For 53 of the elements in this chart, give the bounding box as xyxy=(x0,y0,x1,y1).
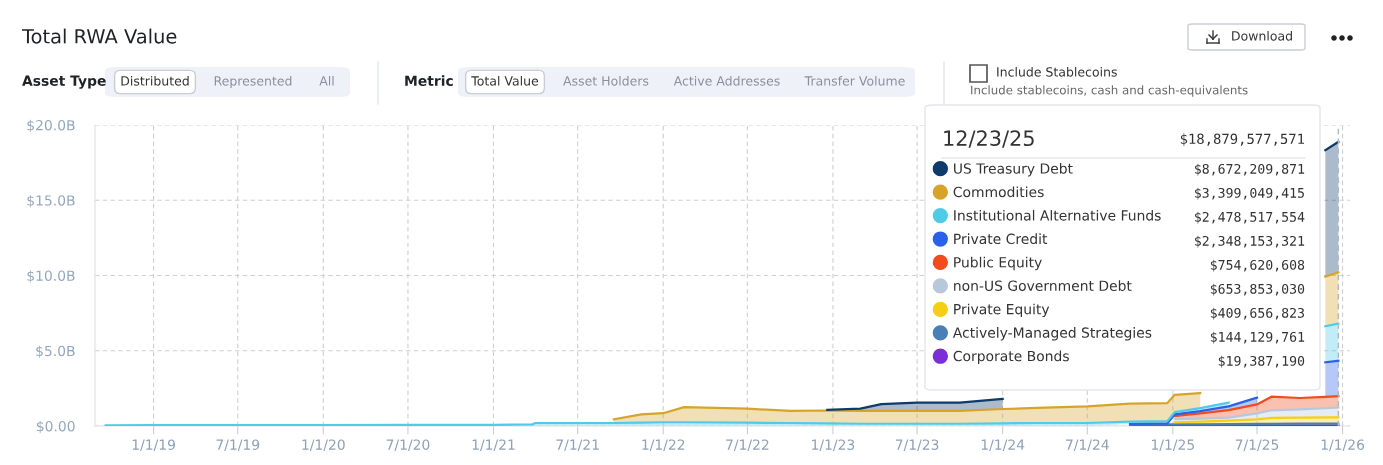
text: Distributed xyxy=(121,75,189,86)
x-tick-label: 7/1/25 xyxy=(1235,439,1279,452)
legend-label: non-US Government Debt xyxy=(954,280,1132,291)
x-tick-label: 1/1/19 xyxy=(132,439,175,452)
legend-label: US Treasury Debt xyxy=(954,163,1073,177)
legend-label: Institutional Alternative Funds xyxy=(954,209,1161,221)
x-tick-label: 1/1/22 xyxy=(642,439,685,452)
chart-title: Total RWA Value xyxy=(21,28,177,44)
text: Total Value xyxy=(471,75,539,86)
x-tick-label: 7/1/20 xyxy=(386,439,430,452)
x-tick-label: 7/1/22 xyxy=(726,439,769,452)
x-tick-label: 7/1/24 xyxy=(1066,439,1109,452)
text: Include Stablecoins xyxy=(997,66,1117,77)
text: Active Addresses xyxy=(673,75,780,86)
annotation: $653,853,030 xyxy=(1210,283,1305,296)
text: Include stablecoins, cash and cash-equivalents xyxy=(971,85,1248,97)
annotation: $18,879,577,571 xyxy=(1180,133,1305,146)
y-tick-label: $5.0B xyxy=(36,345,75,359)
text: Transfer Volume xyxy=(804,75,905,86)
x-tick-label: 7/1/19 xyxy=(216,439,260,452)
x-tick-label: 7/1/21 xyxy=(556,439,599,452)
text: Asset Holders xyxy=(563,75,649,86)
annotation: $19,387,190 xyxy=(1218,355,1305,368)
x-tick-label: 1/1/24 xyxy=(981,439,1025,452)
legend-label: Commodities xyxy=(953,186,1044,198)
annotation: $3,399,049,415 xyxy=(1195,187,1304,200)
text: Asset Type xyxy=(22,75,106,89)
legend-label: Corporate Bonds xyxy=(953,350,1069,364)
y-tick-label: $0.00 xyxy=(36,420,75,434)
legend-label: Public Equity xyxy=(954,256,1042,271)
legend-label: Private Equity xyxy=(954,303,1050,318)
text: Represented xyxy=(214,75,292,89)
annotation: $409,656,823 xyxy=(1210,307,1305,320)
legend-label: Actively-Managed Strategies xyxy=(952,327,1152,341)
annotation: 12/23/25 xyxy=(944,130,1034,148)
y-tick-label: $15.0B xyxy=(27,194,75,208)
annotation: $2,348,153,321 xyxy=(1195,235,1305,248)
annotation: $8,672,209,871 xyxy=(1195,163,1305,176)
x-tick-label: 1/1/23 xyxy=(812,439,855,452)
annotation: $2,478,517,554 xyxy=(1195,211,1305,224)
text: All xyxy=(319,75,334,86)
annotation: $754,620,608 xyxy=(1210,259,1305,272)
y-tick-label: $20.0B xyxy=(27,119,75,133)
y-tick-label: $10.0B xyxy=(27,270,75,283)
text: Metric xyxy=(405,75,453,87)
x-tick-label: 1/1/26 xyxy=(1321,439,1365,452)
x-tick-label: 1/1/20 xyxy=(302,439,345,452)
annotation: $144,129,761 xyxy=(1210,331,1305,344)
x-tick-label: 1/1/25 xyxy=(1152,439,1194,452)
text: Download xyxy=(1232,30,1292,41)
x-tick-label: 1/1/21 xyxy=(472,439,515,452)
x-tick-label: 7/1/23 xyxy=(895,439,939,452)
legend-label: Private Credit xyxy=(954,233,1048,245)
